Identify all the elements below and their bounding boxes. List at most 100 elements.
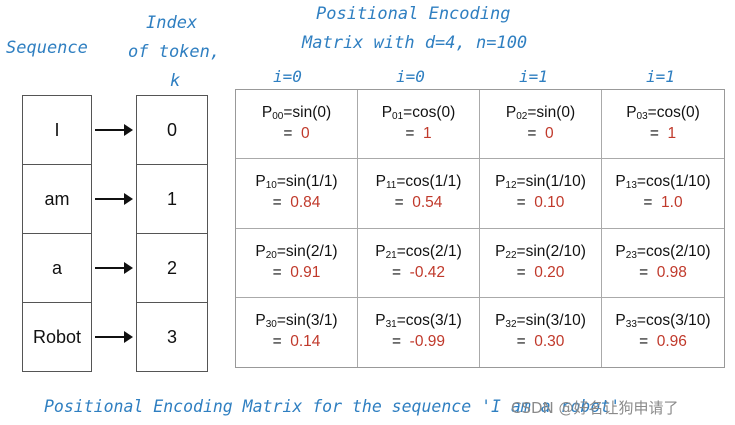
cell-value-line: = 1 [405,125,432,143]
cell-subscript: 31 [385,319,397,331]
cell-value: -0.42 [409,263,445,281]
cell-subscript: 00 [272,111,284,123]
cell-expression: =cos(0) [403,104,456,122]
matrix-cell: P00=sin(0) = 0 [236,90,358,160]
cell-value-line: = 0.98 [639,263,687,281]
matrix-cell: P03=cos(0) = 1 [602,90,724,160]
cell-value-line: = 0.20 [516,263,565,281]
matrix-title-line2: Matrix with d=4, n=100 [302,33,528,53]
index-cell: 0 [137,96,207,165]
cell-value-line: = 0 [283,125,310,143]
arrow-icon [95,331,133,343]
cell-value: 1 [423,125,432,143]
arrow-icon [95,193,133,205]
cell-subscript: 32 [505,319,517,331]
cell-value-line: = 0.91 [272,263,321,281]
cell-formula: P22=sin(2/10) [495,242,586,261]
cell-formula: P32=sin(3/10) [495,312,586,331]
cell-value-line: = -0.42 [391,263,445,281]
cell-value-line: = 0.14 [272,333,321,351]
matrix-cell: P30=sin(3/1) = 0.14 [236,297,358,367]
cell-value: 0.20 [534,263,565,281]
cell-formula: P12=sin(1/10) [495,173,586,192]
cell-subscript: 20 [265,249,277,261]
cell-formula: P31=cos(3/1) [375,312,462,331]
cell-expression: =sin(1/1) [276,173,338,191]
cell-subscript: 30 [265,319,277,331]
cell-subscript: 21 [385,249,397,261]
figure-caption: Positional Encoding Matrix for the seque… [44,397,621,416]
cell-value-line: = 0.30 [516,333,565,351]
cell-value: 0.54 [412,194,443,212]
cell-value-line: = 0.84 [272,194,321,212]
cell-expression: =sin(0) [527,104,576,122]
matrix-title-line1: Positional Encoding [316,4,511,24]
cell-subscript: 22 [505,249,517,261]
cell-subscript: 01 [392,111,404,123]
column-header-0: i=0 [273,67,302,86]
token-cell: a [23,234,91,303]
index-cell: 2 [137,234,207,303]
cell-subscript: 33 [625,319,637,331]
matrix-cell: P11=cos(1/1) = 0.54 [358,159,480,229]
cell-value: 1.0 [661,194,683,212]
cell-expression: =cos(3/10) [636,312,711,330]
cell-expression: =cos(2/10) [636,242,711,260]
cell-formula: P11=cos(1/1) [375,173,462,192]
cell-expression: =sin(3/10) [516,312,586,330]
cell-value-line: = -0.99 [391,333,445,351]
cell-expression: =cos(1/10) [636,173,711,191]
index-label-line1: Index [146,13,198,33]
index-cell: 1 [137,165,207,234]
sequence-label: Sequence [6,38,88,58]
cell-expression: =sin(2/1) [276,242,338,260]
positional-encoding-matrix: P00=sin(0) = 0 P01=cos(0) = 1 P02=sin(0) = 0 P… [235,89,725,368]
cell-formula: P00=sin(0) [261,104,332,123]
cell-value: 0.98 [656,263,687,281]
cell-value: 0.84 [290,194,321,212]
matrix-cell: P13=cos(1/10) = 1.0 [602,159,724,229]
cell-formula: P01=cos(0) [381,104,456,123]
cell-expression: =cos(0) [647,104,700,122]
cell-formula: P02=sin(0) [505,104,576,123]
arrow-icon [95,124,133,136]
token-cell: I [23,96,91,165]
matrix-cell: P21=cos(2/1) = -0.42 [358,228,480,298]
matrix-cell: P22=sin(2/10) = 0.20 [480,228,602,298]
matrix-cell: P32=sin(3/10) = 0.30 [480,297,602,367]
token-cell: Robot [32,326,82,347]
index-label-line3: k [170,71,181,91]
token-sequence-column: I am a Robot [22,95,92,372]
cell-value: 0.91 [290,263,321,281]
cell-formula: P10=sin(1/1) [255,173,338,192]
cell-expression: =sin(3/1) [276,312,338,330]
cell-formula: P20=sin(2/1) [255,242,338,261]
matrix-cell: P10=sin(1/1) = 0.84 [236,159,358,229]
cell-expression: =cos(1/1) [396,173,462,191]
column-header-2: i=1 [519,67,548,86]
cell-expression: =sin(0) [283,104,332,122]
matrix-cell: P20=sin(2/1) = 0.91 [236,228,358,298]
cell-value: -0.99 [409,333,445,351]
token-cell: am [23,165,91,234]
cell-value-line: = 1 [649,125,677,143]
index-cell: 3 [166,326,177,347]
cell-formula: P33=cos(3/10) [615,312,711,331]
cell-expression: =sin(2/10) [516,242,586,260]
cell-value-line: = 1.0 [643,194,683,212]
cell-subscript: 12 [505,180,517,192]
matrix-cell: P23=cos(2/10) = 0.98 [602,229,724,298]
cell-value: 1 [667,125,677,143]
index-label-line2: of token, [128,42,221,62]
cell-subscript: 11 [385,180,397,192]
cell-value: 0.96 [656,333,687,351]
cell-value: 0.30 [534,333,565,351]
cell-formula: P21=cos(2/1) [375,242,462,261]
column-header-1: i=0 [396,67,425,86]
cell-subscript: 02 [516,111,528,123]
cell-value-line: = 0.10 [516,194,565,212]
cell-formula: P03=cos(0) [626,104,700,123]
cell-subscript: 23 [625,249,637,261]
cell-subscript: 03 [636,111,648,123]
cell-value-line: = 0.54 [394,194,443,212]
